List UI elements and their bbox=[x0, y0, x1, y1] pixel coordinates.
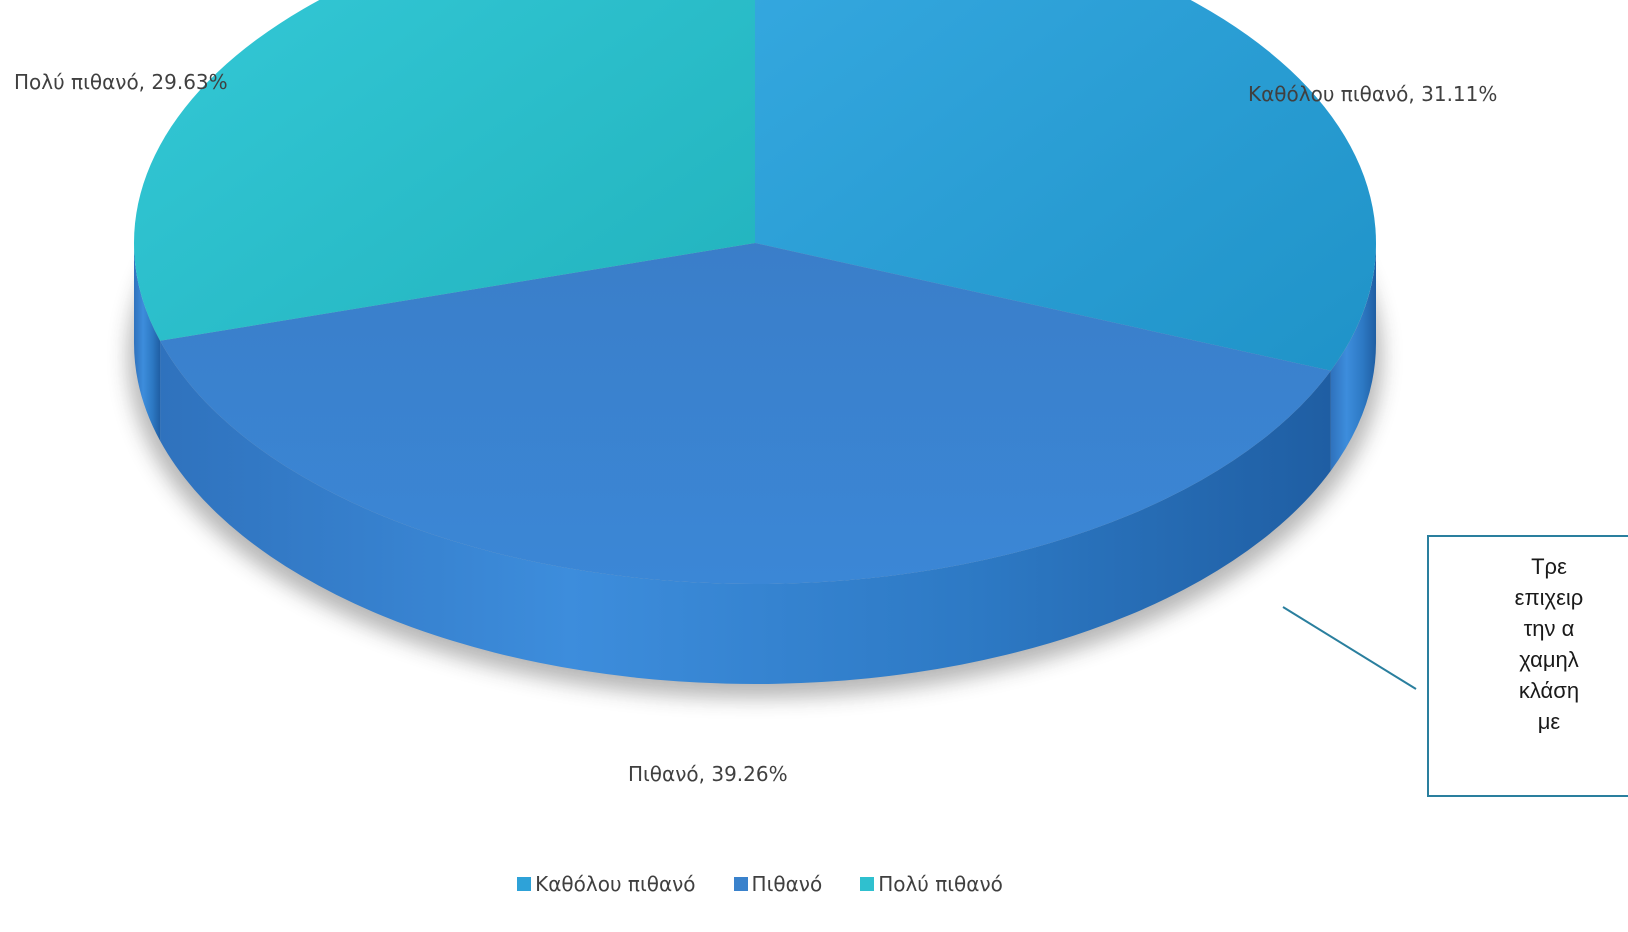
callout-line: την α bbox=[1523, 616, 1575, 641]
pie-side-segment bbox=[160, 340, 1331, 685]
legend-item[interactable]: Πιθανό bbox=[733, 872, 823, 896]
legend-swatch bbox=[517, 877, 532, 891]
pie-slice-pithano[interactable] bbox=[160, 243, 1331, 585]
callout-line: με bbox=[1537, 709, 1561, 734]
callout-box: Τρε επιχειρ την α χαμηλ κλάση με bbox=[1427, 535, 1628, 797]
callout-leader-line bbox=[1282, 606, 1417, 690]
pie-slices bbox=[134, 0, 1376, 585]
data-label-poly: Πολύ πιθανό, 29.63% bbox=[14, 70, 228, 94]
chart-legend: Καθόλου πιθανό Πιθανό Πολύ πιθανό bbox=[0, 872, 1520, 896]
legend-label: Πιθανό bbox=[751, 872, 823, 896]
data-label-katholou: Καθόλου πιθανό, 31.11% bbox=[1248, 82, 1497, 106]
legend-label: Πολύ πιθανό bbox=[878, 872, 1003, 896]
data-label-pithano: Πιθανό, 39.26% bbox=[628, 762, 788, 786]
legend-label: Καθόλου πιθανό bbox=[535, 872, 696, 896]
pie-slice-katholou[interactable] bbox=[755, 0, 1376, 371]
pie-side-segment bbox=[1330, 243, 1376, 471]
pie-side-wall bbox=[134, 243, 1376, 685]
callout-line: χαμηλ bbox=[1519, 647, 1579, 672]
callout-line: κλάση bbox=[1518, 678, 1580, 703]
legend-swatch bbox=[860, 877, 875, 891]
legend-item[interactable]: Καθόλου πιθανό bbox=[517, 872, 696, 896]
data-labels: Καθόλου πιθανό, 31.11% Πιθανό, 39.26% Πο… bbox=[14, 70, 1497, 786]
pie-side-segment bbox=[134, 243, 161, 441]
legend-swatch bbox=[733, 877, 748, 891]
callout-line: επιχειρ bbox=[1514, 585, 1584, 610]
callout-line: Τρε bbox=[1531, 554, 1567, 579]
pie-slice-poly[interactable] bbox=[134, 0, 755, 341]
callout-text: Τρε επιχειρ την α χαμηλ κλάση με bbox=[1429, 537, 1628, 737]
legend-item[interactable]: Πολύ πιθανό bbox=[860, 872, 1003, 896]
